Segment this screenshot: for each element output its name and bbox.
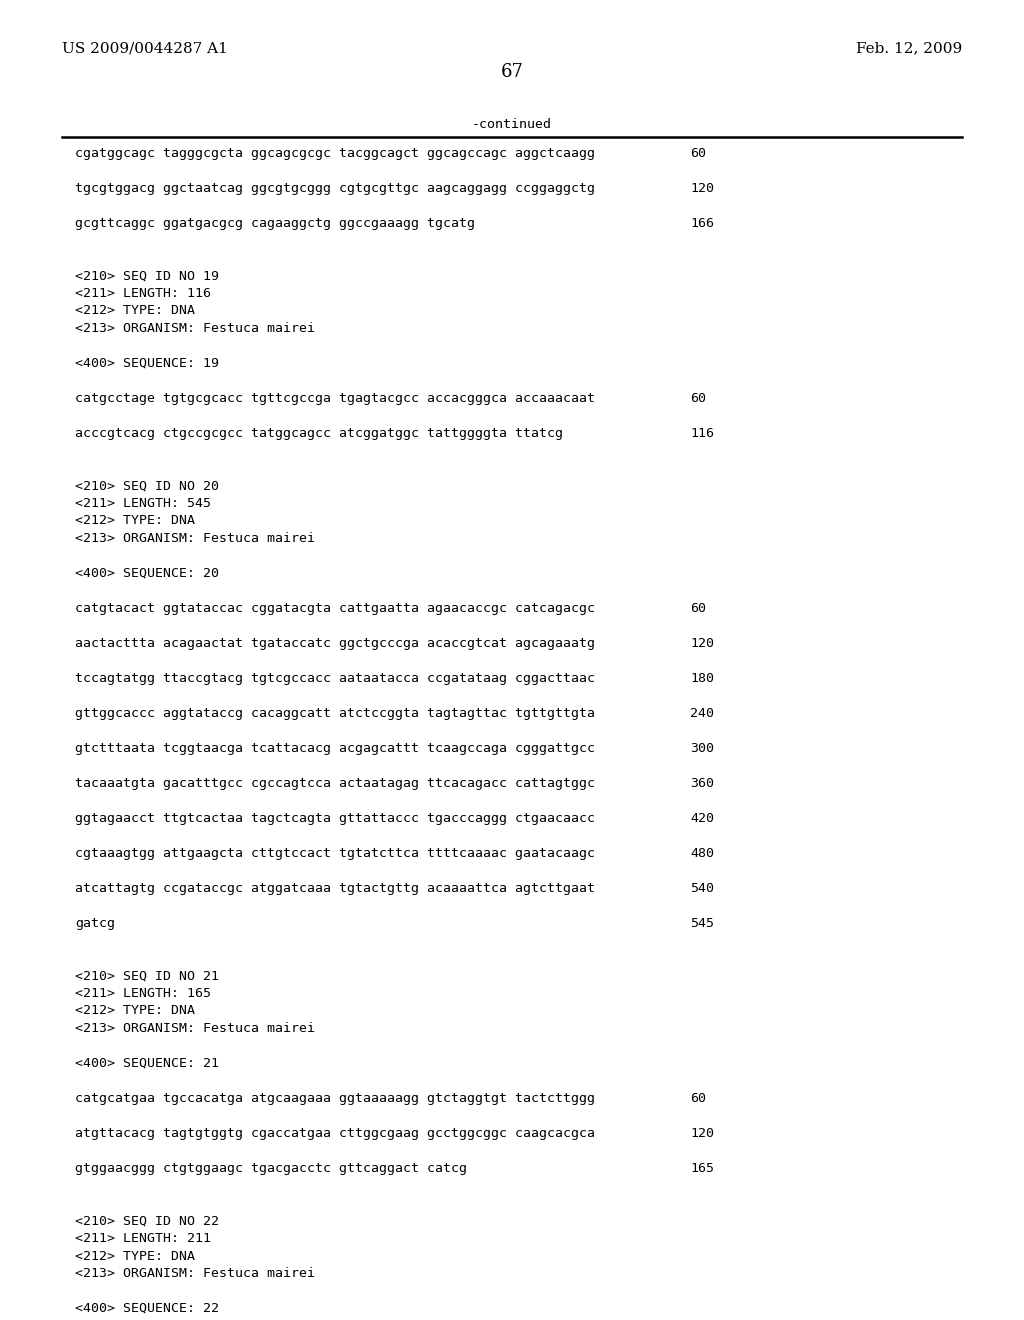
Text: gatcg: gatcg: [75, 917, 115, 931]
Text: 360: 360: [690, 777, 714, 789]
Text: 120: 120: [690, 1127, 714, 1140]
Text: <212> TYPE: DNA: <212> TYPE: DNA: [75, 1250, 195, 1262]
Text: <212> TYPE: DNA: <212> TYPE: DNA: [75, 1005, 195, 1018]
Text: Feb. 12, 2009: Feb. 12, 2009: [856, 41, 962, 55]
Text: 60: 60: [690, 1092, 706, 1105]
Text: -continued: -continued: [472, 117, 552, 131]
Text: <212> TYPE: DNA: <212> TYPE: DNA: [75, 515, 195, 528]
Text: 67: 67: [501, 63, 523, 81]
Text: <212> TYPE: DNA: <212> TYPE: DNA: [75, 305, 195, 318]
Text: <400> SEQUENCE: 21: <400> SEQUENCE: 21: [75, 1057, 219, 1071]
Text: tccagtatgg ttaccgtacg tgtcgccacc aataatacca ccgatataag cggacttaac: tccagtatgg ttaccgtacg tgtcgccacc aataata…: [75, 672, 595, 685]
Text: ggtagaacct ttgtcactaa tagctcagta gttattaccc tgacccaggg ctgaacaacc: ggtagaacct ttgtcactaa tagctcagta gttatta…: [75, 812, 595, 825]
Text: US 2009/0044287 A1: US 2009/0044287 A1: [62, 41, 228, 55]
Text: 60: 60: [690, 392, 706, 405]
Text: <211> LENGTH: 211: <211> LENGTH: 211: [75, 1232, 211, 1245]
Text: <213> ORGANISM: Festuca mairei: <213> ORGANISM: Festuca mairei: [75, 322, 315, 335]
Text: 120: 120: [690, 638, 714, 649]
Text: aactacttta acagaactat tgataccatc ggctgcccga acaccgtcat agcagaaatg: aactacttta acagaactat tgataccatc ggctgcc…: [75, 638, 595, 649]
Text: 180: 180: [690, 672, 714, 685]
Text: cgatggcagc tagggcgcta ggcagcgcgc tacggcagct ggcagccagc aggctcaagg: cgatggcagc tagggcgcta ggcagcgcgc tacggca…: [75, 147, 595, 160]
Text: <210> SEQ ID NO 19: <210> SEQ ID NO 19: [75, 269, 219, 282]
Text: <210> SEQ ID NO 22: <210> SEQ ID NO 22: [75, 1214, 219, 1228]
Text: acccgtcacg ctgccgcgcc tatggcagcc atcggatggc tattggggta ttatcg: acccgtcacg ctgccgcgcc tatggcagcc atcggat…: [75, 426, 563, 440]
Text: tgcgtggacg ggctaatcag ggcgtgcggg cgtgcgttgc aagcaggagg ccggaggctg: tgcgtggacg ggctaatcag ggcgtgcggg cgtgcgt…: [75, 182, 595, 195]
Text: <400> SEQUENCE: 22: <400> SEQUENCE: 22: [75, 1302, 219, 1315]
Text: atgttacacg tagtgtggtg cgaccatgaa cttggcgaag gcctggcggc caagcacgca: atgttacacg tagtgtggtg cgaccatgaa cttggcg…: [75, 1127, 595, 1140]
Text: 166: 166: [690, 216, 714, 230]
Text: atcattagtg ccgataccgc atggatcaaa tgtactgttg acaaaattca agtcttgaat: atcattagtg ccgataccgc atggatcaaa tgtactg…: [75, 882, 595, 895]
Text: <213> ORGANISM: Festuca mairei: <213> ORGANISM: Festuca mairei: [75, 532, 315, 545]
Text: 60: 60: [690, 602, 706, 615]
Text: <210> SEQ ID NO 20: <210> SEQ ID NO 20: [75, 479, 219, 492]
Text: <211> LENGTH: 545: <211> LENGTH: 545: [75, 498, 211, 510]
Text: cgtaaagtgg attgaagcta cttgtccact tgtatcttca ttttcaaaac gaatacaagc: cgtaaagtgg attgaagcta cttgtccact tgtatct…: [75, 847, 595, 861]
Text: 300: 300: [690, 742, 714, 755]
Text: <213> ORGANISM: Festuca mairei: <213> ORGANISM: Festuca mairei: [75, 1022, 315, 1035]
Text: 116: 116: [690, 426, 714, 440]
Text: <211> LENGTH: 165: <211> LENGTH: 165: [75, 987, 211, 1001]
Text: <210> SEQ ID NO 21: <210> SEQ ID NO 21: [75, 969, 219, 982]
Text: catgcatgaa tgccacatga atgcaagaaa ggtaaaaagg gtctaggtgt tactcttggg: catgcatgaa tgccacatga atgcaagaaa ggtaaaa…: [75, 1092, 595, 1105]
Text: catgtacact ggtataccac cggatacgta cattgaatta agaacaccgc catcagacgc: catgtacact ggtataccac cggatacgta cattgaa…: [75, 602, 595, 615]
Text: tacaaatgta gacatttgcc cgccagtcca actaatagag ttcacagacc cattagtggc: tacaaatgta gacatttgcc cgccagtcca actaata…: [75, 777, 595, 789]
Text: catgcctage tgtgcgcacc tgttcgccga tgagtacgcc accacgggca accaaacaat: catgcctage tgtgcgcacc tgttcgccga tgagtac…: [75, 392, 595, 405]
Text: <400> SEQUENCE: 19: <400> SEQUENCE: 19: [75, 356, 219, 370]
Text: 165: 165: [690, 1162, 714, 1175]
Text: <211> LENGTH: 116: <211> LENGTH: 116: [75, 286, 211, 300]
Text: 420: 420: [690, 812, 714, 825]
Text: 60: 60: [690, 147, 706, 160]
Text: 480: 480: [690, 847, 714, 861]
Text: gtctttaata tcggtaacga tcattacacg acgagcattt tcaagccaga cgggattgcc: gtctttaata tcggtaacga tcattacacg acgagca…: [75, 742, 595, 755]
Text: gcgttcaggc ggatgacgcg cagaaggctg ggccgaaagg tgcatg: gcgttcaggc ggatgacgcg cagaaggctg ggccgaa…: [75, 216, 475, 230]
Text: 240: 240: [690, 708, 714, 719]
Text: 120: 120: [690, 182, 714, 195]
Text: <400> SEQUENCE: 20: <400> SEQUENCE: 20: [75, 568, 219, 579]
Text: gtggaacggg ctgtggaagc tgacgacctc gttcaggact catcg: gtggaacggg ctgtggaagc tgacgacctc gttcagg…: [75, 1162, 467, 1175]
Text: 545: 545: [690, 917, 714, 931]
Text: gttggcaccc aggtataccg cacaggcatt atctccggta tagtagttac tgttgttgta: gttggcaccc aggtataccg cacaggcatt atctccg…: [75, 708, 595, 719]
Text: 540: 540: [690, 882, 714, 895]
Text: <213> ORGANISM: Festuca mairei: <213> ORGANISM: Festuca mairei: [75, 1267, 315, 1280]
